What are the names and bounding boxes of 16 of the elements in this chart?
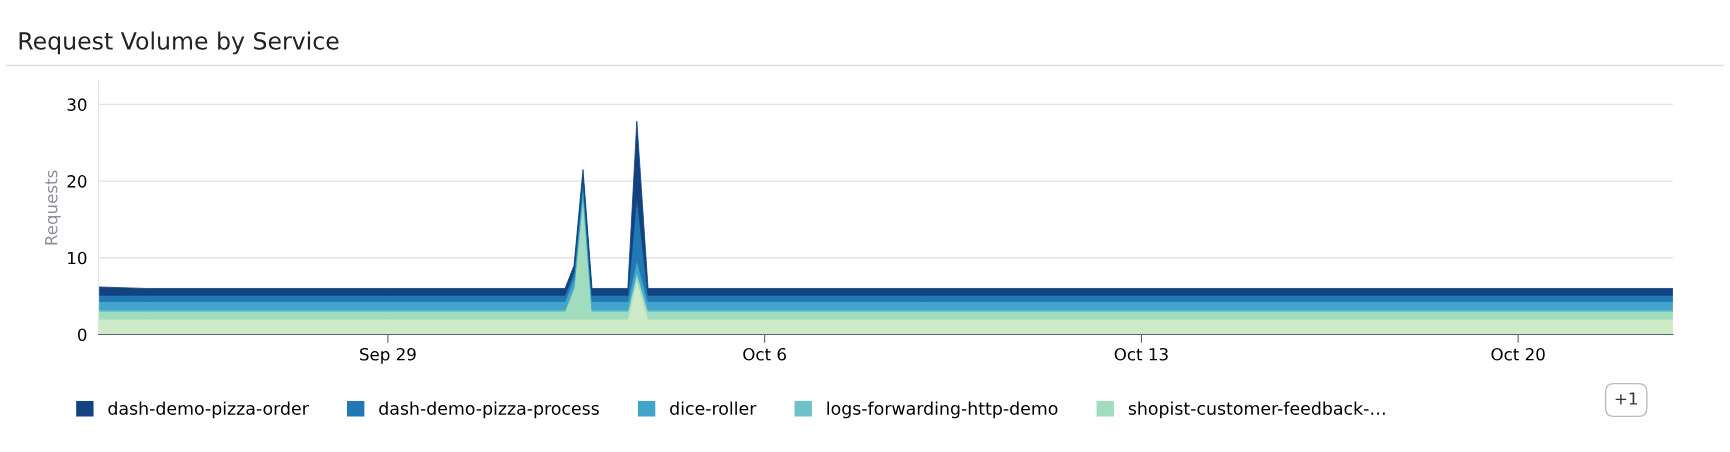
legend-label: logs-forwarding-http-demo [827, 401, 1058, 419]
y-axis-title: Requests [45, 170, 61, 245]
chart-title: Request Volume by Service [19, 31, 339, 55]
text: +1 [1615, 392, 1637, 405]
legend-label: shopist-customer-feedback-… [1128, 401, 1385, 419]
x-tick-label: Oct 6 [743, 347, 786, 361]
x-tick-label: Oct 13 [1114, 347, 1168, 361]
y-tick-label: 20 [67, 175, 87, 188]
y-tick-label: 10 [68, 251, 87, 265]
y-tick-label: 0 [77, 328, 87, 342]
y-tick-label: 30 [67, 98, 87, 111]
x-tick-label: Oct 20 [1491, 347, 1545, 361]
legend-label: dice-roller [670, 401, 757, 415]
legend-label: dash-demo-pizza-process [379, 401, 599, 419]
x-tick-label: Sep 29 [360, 347, 416, 364]
legend-label: dash-demo-pizza-order [108, 401, 309, 419]
